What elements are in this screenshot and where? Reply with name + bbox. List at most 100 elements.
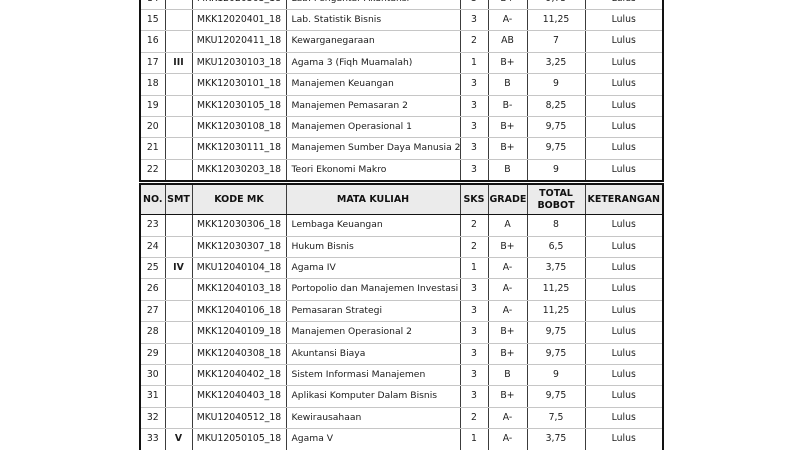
cell-kode: MKK12030108_18 [192,116,287,139]
cell-grade: B [488,364,528,387]
cell-smt [165,95,193,117]
cell-mata: Pemasaran Strategi [286,300,461,323]
cell-smt [165,116,193,139]
cell-bobot: 7,5 [527,407,586,430]
cell-no: 18 [140,73,166,96]
cell-sks: 3 [460,137,489,160]
cell-smt: III [165,52,193,75]
cell-mata: Akuntansi Biaya [286,343,461,366]
cell-grade: A- [488,428,528,450]
cell-no: 20 [140,116,166,139]
table-header-row: NO. SMT KODE MK MATA KULIAH SKS GRADE TO… [140,184,663,216]
cell-sks: 2 [460,30,489,53]
cell-bobot: 3,25 [527,52,586,75]
cell-no: 28 [140,321,166,344]
cell-bobot: 11,25 [527,9,586,32]
cell-smt [165,73,193,96]
cell-ket: Lulus [585,116,663,139]
cell-mata: Lab. Pengantar Akuntansi [286,0,461,10]
cell-bobot: 9,75 [527,116,586,139]
cell-ket: Lulus [585,278,663,301]
cell-no: 27 [140,300,166,323]
cell-grade: A- [488,9,528,32]
table-row: 23 MKK12030306_18 Lembaga Keuangan 2 A 8 Lulus [140,214,663,237]
cell-grade: A- [488,257,528,280]
cell-smt [165,137,193,160]
cell-ket: Lulus [585,159,663,182]
table-row: 33 V MKU12050105_18 Agama V 1 A- 3,75 Lulus [140,428,663,450]
cell-sks: 3 [460,343,489,366]
cell-smt [165,321,193,344]
cell-kode: MKK12040403_18 [192,385,287,408]
cell-smt [165,30,193,53]
cell-grade: B+ [488,52,528,75]
cell-grade: A- [488,407,528,430]
cell-bobot: 9,75 [527,385,586,408]
cell-no: 24 [140,236,166,258]
cell-mata: Lembaga Keuangan [286,214,461,237]
cell-mata: Kewarganegaraan [286,30,461,53]
col-header-sks: SKS [460,184,489,216]
cell-bobot: 6,5 [527,236,586,258]
cell-smt: IV [165,257,193,280]
cell-no: 26 [140,278,166,301]
cell-sks: 1 [460,428,489,450]
cell-sks: 1 [460,257,489,280]
cell-ket: Lulus [585,9,663,32]
cell-sks: 3 [460,95,489,117]
cell-bobot: 8,25 [527,95,586,117]
cell-kode: MKU12040104_18 [192,257,287,280]
cell-no: 22 [140,159,166,182]
table-row: 30 MKK12040402_18 Sistem Informasi Manajem… [140,364,663,387]
cell-bobot: 9 [527,159,586,182]
cell-ket: Lulus [585,30,663,53]
cell-smt [165,343,193,366]
cell-smt [165,300,193,323]
table-row: 17 III MKU12030103_18 Agama 3 (Fiqh Muamala… [140,52,663,75]
cell-sks: 3 [460,278,489,301]
cell-sks: 3 [460,364,489,387]
cell-smt [165,385,193,408]
cell-bobot: 11,25 [527,300,586,323]
col-header-no: NO. [140,184,166,216]
cell-bobot: 9,75 [527,343,586,366]
cell-ket: Lulus [585,300,663,323]
col-header-keterangan: KETERANGAN [585,184,663,216]
cell-kode: MKK12040103_18 [192,278,287,301]
cell-sks: 3 [460,300,489,323]
table-row: 25 IV MKU12040104_18 Agama IV 1 A- 3,75 Lulus [140,257,663,280]
cell-no: 33 [140,428,166,450]
cell-sks: 3 [460,73,489,96]
cell-no: 19 [140,95,166,117]
table-row: 24 MKK12030307_18 Hukum Bisnis 2 B+ 6,5 Lulus [140,236,663,258]
cell-smt [165,278,193,301]
cell-grade: B+ [488,343,528,366]
cell-sks: 3 [460,385,489,408]
col-header-kode-mk: KODE MK [192,184,287,216]
cell-ket: Lulus [585,407,663,430]
cell-kode: MKK12030101_18 [192,73,287,96]
cell-ket: Lulus [585,95,663,117]
table-row: 29 MKK12040308_18 Akuntansi Biaya 3 B+ 9,75 Lu… [140,343,663,366]
cell-sks: 2 [460,407,489,430]
cell-sks: 3 [460,9,489,32]
cell-sks: 3 [460,116,489,139]
cell-smt [165,0,193,10]
cell-kode: MKU12040512_18 [192,407,287,430]
table-row: 31 MKK12040403_18 Aplikasi Komputer Dalam … [140,385,663,408]
cell-ket: Lulus [585,321,663,344]
cell-no: 14 [140,0,166,10]
cell-no: 15 [140,9,166,32]
cell-ket: Lulus [585,385,663,408]
table-row: 21 MKK12030111_18 Manajemen Sumber Daya Ma… [140,137,663,160]
cell-smt [165,159,193,182]
cell-no: 17 [140,52,166,75]
cell-sks: 3 [460,0,489,10]
table-row: 16 MKU12020411_18 Kewarganegaraan 2 AB 7 Lulus [140,30,663,53]
cell-sks: 2 [460,236,489,258]
cell-mata: Lab. Statistik Bisnis [286,9,461,32]
cell-mata: Manajemen Operasional 1 [286,116,461,139]
